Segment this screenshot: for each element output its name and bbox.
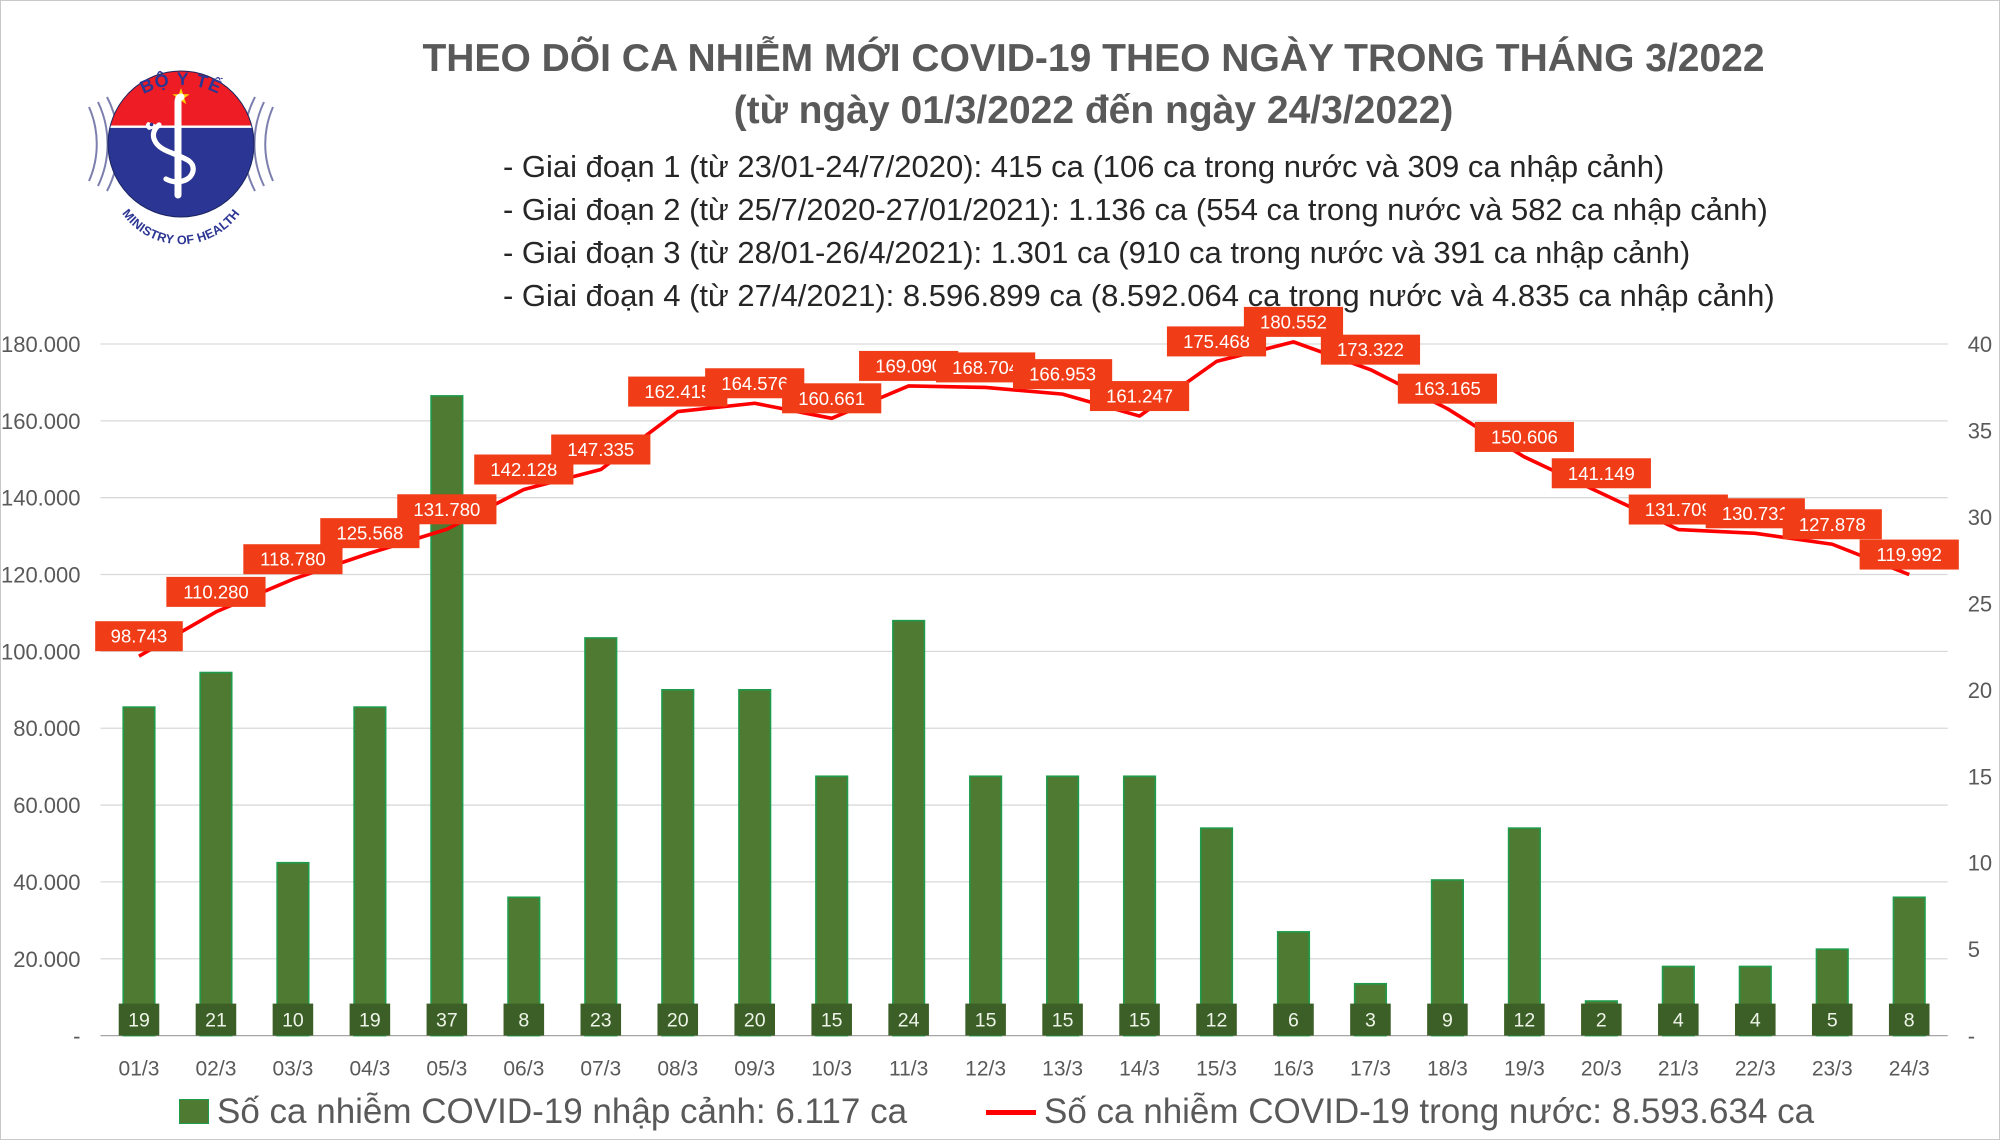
svg-text:24/3: 24/3 [1889,1058,1930,1081]
svg-text:06/3: 06/3 [503,1058,544,1081]
svg-text:140.000: 140.000 [1,486,81,511]
svg-text:131.780: 131.780 [413,499,480,520]
svg-text:2: 2 [1596,1010,1607,1032]
svg-text:142.128: 142.128 [490,459,557,480]
svg-text:20/3: 20/3 [1581,1058,1622,1081]
svg-text:15: 15 [975,1010,997,1032]
svg-text:07/3: 07/3 [580,1058,621,1081]
svg-text:20: 20 [744,1010,766,1032]
svg-text:80.000: 80.000 [13,716,80,741]
svg-text:35: 35 [1968,418,1992,443]
svg-text:118.780: 118.780 [260,549,326,570]
svg-text:161.247: 161.247 [1106,386,1173,407]
svg-text:169.090: 169.090 [875,355,942,376]
svg-text:19/3: 19/3 [1504,1058,1545,1081]
svg-text:100.000: 100.000 [1,639,81,664]
svg-text:-: - [1968,1024,1975,1049]
svg-text:6: 6 [1288,1010,1299,1032]
svg-text:141.149: 141.149 [1568,463,1635,484]
svg-text:11/3: 11/3 [889,1058,928,1081]
svg-text:12/3: 12/3 [965,1058,1006,1081]
svg-text:22/3: 22/3 [1735,1058,1776,1081]
svg-text:18/3: 18/3 [1427,1058,1468,1081]
svg-text:4: 4 [1673,1010,1684,1032]
svg-text:15: 15 [1052,1010,1074,1032]
svg-text:25: 25 [1968,591,1992,616]
svg-text:15/3: 15/3 [1196,1058,1237,1081]
svg-text:20.000: 20.000 [13,947,80,972]
svg-text:21/3: 21/3 [1658,1058,1699,1081]
svg-text:9: 9 [1442,1010,1453,1032]
svg-text:37: 37 [436,1010,458,1032]
svg-text:4: 4 [1750,1010,1761,1032]
svg-text:04/3: 04/3 [349,1058,390,1081]
svg-text:15: 15 [1129,1010,1151,1032]
svg-text:173.322: 173.322 [1337,339,1404,360]
svg-text:162.415: 162.415 [644,381,711,402]
svg-text:8: 8 [1904,1010,1915,1032]
svg-text:05/3: 05/3 [426,1058,467,1081]
svg-text:13/3: 13/3 [1042,1058,1083,1081]
svg-text:3: 3 [1365,1010,1376,1032]
svg-text:24: 24 [898,1010,920,1032]
svg-text:02/3: 02/3 [196,1058,237,1081]
svg-text:08/3: 08/3 [657,1058,698,1081]
svg-text:147.335: 147.335 [567,439,634,460]
svg-text:10: 10 [282,1010,304,1032]
svg-text:19: 19 [359,1010,381,1032]
svg-text:164.576: 164.576 [721,373,788,394]
svg-text:03/3: 03/3 [272,1058,313,1081]
svg-text:110.280: 110.280 [183,581,249,602]
svg-text:160.661: 160.661 [798,388,865,409]
svg-text:20: 20 [1968,678,1992,703]
svg-text:10: 10 [1968,851,1992,876]
svg-text:175.468: 175.468 [1183,331,1250,352]
svg-text:40.000: 40.000 [13,870,80,895]
svg-text:14/3: 14/3 [1119,1058,1160,1081]
svg-text:12: 12 [1514,1010,1536,1032]
svg-text:01/3: 01/3 [119,1058,160,1081]
svg-text:168.704: 168.704 [952,357,1019,378]
svg-text:15: 15 [821,1010,843,1032]
svg-text:8: 8 [518,1010,529,1032]
svg-text:120.000: 120.000 [1,563,81,588]
svg-text:21: 21 [205,1010,227,1032]
svg-text:127.878: 127.878 [1799,514,1866,535]
svg-text:150.606: 150.606 [1491,426,1558,447]
svg-text:09/3: 09/3 [734,1058,775,1081]
svg-text:163.165: 163.165 [1414,378,1481,399]
svg-text:160.000: 160.000 [1,409,81,434]
svg-text:40: 40 [1968,332,1992,357]
svg-text:16/3: 16/3 [1273,1058,1314,1081]
svg-text:10/3: 10/3 [811,1058,852,1081]
svg-text:166.953: 166.953 [1029,364,1096,385]
svg-text:119.992: 119.992 [1876,544,1942,565]
svg-text:180.552: 180.552 [1260,311,1327,332]
svg-text:98.743: 98.743 [111,626,168,647]
svg-text:131.709: 131.709 [1645,499,1712,520]
svg-text:5: 5 [1827,1010,1838,1032]
svg-text:-: - [73,1024,80,1049]
svg-text:125.568: 125.568 [336,523,403,544]
svg-text:130.731: 130.731 [1722,503,1789,524]
svg-text:15: 15 [1968,764,1992,789]
svg-text:19: 19 [128,1010,150,1032]
svg-text:17/3: 17/3 [1350,1058,1391,1081]
svg-text:60.000: 60.000 [13,793,80,818]
svg-text:12: 12 [1206,1010,1228,1032]
svg-text:20: 20 [667,1010,689,1032]
svg-text:23/3: 23/3 [1812,1058,1853,1081]
svg-text:30: 30 [1968,505,1992,530]
svg-text:180.000: 180.000 [1,332,81,357]
svg-text:5: 5 [1968,937,1980,962]
svg-text:23: 23 [590,1010,612,1032]
